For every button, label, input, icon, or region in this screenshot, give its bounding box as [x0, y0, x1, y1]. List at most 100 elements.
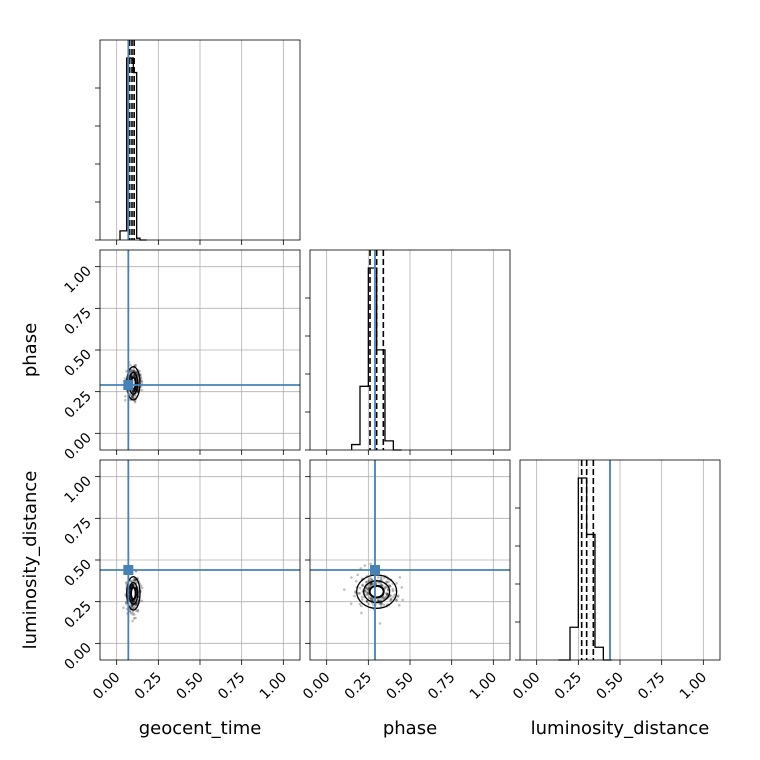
- sample-point: [356, 573, 359, 577]
- sample-point: [128, 610, 132, 614]
- sample-point: [379, 603, 383, 606]
- panel-hist-phase: [305, 249, 511, 455]
- x-tick-label: 0.25: [342, 670, 375, 703]
- sample-point: [134, 363, 137, 367]
- y-tick-label: 0.00: [61, 640, 94, 673]
- sample-point: [131, 610, 135, 614]
- sample-point: [383, 586, 387, 589]
- sample-point: [385, 592, 388, 596]
- panel-hist-luminosity_distance: 0.00 0.25 0.50 0.75 1.00: [510, 459, 721, 703]
- sample-point: [353, 594, 356, 598]
- y-tick-label: 0.75: [61, 305, 94, 338]
- sample-point: [385, 591, 388, 595]
- sample-point: [389, 594, 392, 597]
- histogram-step: [558, 477, 612, 661]
- x-axis-label-phase: phase: [383, 718, 437, 739]
- sample-point: [388, 584, 392, 588]
- x-axis-label-luminosity_distance: luminosity_distance: [531, 718, 710, 739]
- sample-point: [378, 602, 382, 606]
- sample-point: [398, 576, 402, 579]
- sample-point: [389, 598, 393, 601]
- x-tick-label: 1.00: [257, 670, 290, 703]
- x-tick-label: 0.75: [635, 670, 668, 703]
- sample-point: [133, 374, 136, 377]
- sample-point: [401, 598, 405, 602]
- sample-point: [396, 594, 400, 598]
- sample-point: [360, 598, 364, 601]
- sample-point: [395, 598, 398, 602]
- sample-point: [124, 601, 128, 605]
- sample-point: [393, 593, 396, 597]
- sample-point: [131, 369, 134, 373]
- sample-point: [130, 611, 133, 615]
- x-tick-label: 0.00: [510, 670, 543, 703]
- sample-point: [365, 593, 368, 597]
- sample-point: [377, 581, 381, 584]
- sample-point: [131, 395, 135, 398]
- sample-point: [359, 567, 362, 570]
- x-tick-label: 0.75: [425, 670, 458, 703]
- sample-point: [131, 390, 135, 393]
- sample-point: [365, 599, 369, 603]
- sample-point: [140, 599, 144, 603]
- sample-point: [131, 583, 135, 587]
- sample-point: [133, 369, 136, 373]
- sample-point: [365, 600, 369, 603]
- sample-point: [392, 595, 395, 599]
- sample-point: [131, 612, 135, 616]
- sample-point: [133, 579, 136, 582]
- sample-point: [132, 617, 136, 620]
- sample-point: [133, 389, 137, 393]
- sample-point: [131, 604, 135, 608]
- x-axis-label-geocent_time: geocent_time: [139, 718, 262, 739]
- density-contour: [126, 576, 141, 611]
- sample-point: [366, 586, 370, 590]
- sample-point: [389, 599, 392, 602]
- sample-point: [133, 613, 136, 616]
- x-tick-label: 0.25: [552, 670, 585, 703]
- sample-point: [139, 584, 143, 588]
- sample-point: [358, 602, 362, 606]
- sample-point: [138, 369, 141, 373]
- sample-point: [134, 603, 138, 606]
- sample-point: [386, 593, 389, 596]
- sample-point: [135, 603, 138, 606]
- sample-point: [365, 590, 368, 594]
- sample-point: [389, 597, 393, 601]
- sample-point: [378, 622, 382, 625]
- sample-point: [129, 363, 132, 367]
- sample-point: [364, 589, 367, 593]
- sample-point: [140, 388, 144, 392]
- sample-point: [400, 586, 404, 589]
- sample-point: [131, 584, 135, 588]
- sample-point: [140, 379, 143, 383]
- y-tick-label: 1.00: [61, 263, 94, 296]
- sample-point: [131, 390, 135, 394]
- sample-point: [394, 598, 398, 602]
- sample-point: [377, 599, 380, 603]
- sample-point: [370, 582, 374, 586]
- panel-luminosity_distance-vs-phase: 0.00 0.25 0.50 0.75 1.00: [300, 459, 511, 703]
- sample-point: [360, 595, 364, 599]
- histogram-step: [119, 57, 147, 241]
- sample-point: [140, 586, 144, 590]
- sample-point: [379, 575, 383, 579]
- sample-point: [369, 562, 372, 566]
- sample-point: [371, 582, 375, 585]
- sample-point: [134, 616, 137, 620]
- sample-point: [124, 581, 128, 585]
- sample-point: [131, 583, 134, 586]
- sample-point: [130, 369, 134, 373]
- sample-point: [349, 602, 353, 606]
- y-tick-label: 0.50: [61, 347, 94, 380]
- sample-point: [370, 582, 373, 586]
- sample-point: [133, 577, 136, 580]
- density-contour: [368, 584, 385, 599]
- sample-point: [139, 377, 143, 380]
- sample-point: [131, 600, 134, 604]
- sample-point: [129, 579, 133, 583]
- x-tick-label: 0.50: [383, 670, 416, 703]
- sample-point: [384, 595, 388, 599]
- sample-point: [365, 580, 369, 584]
